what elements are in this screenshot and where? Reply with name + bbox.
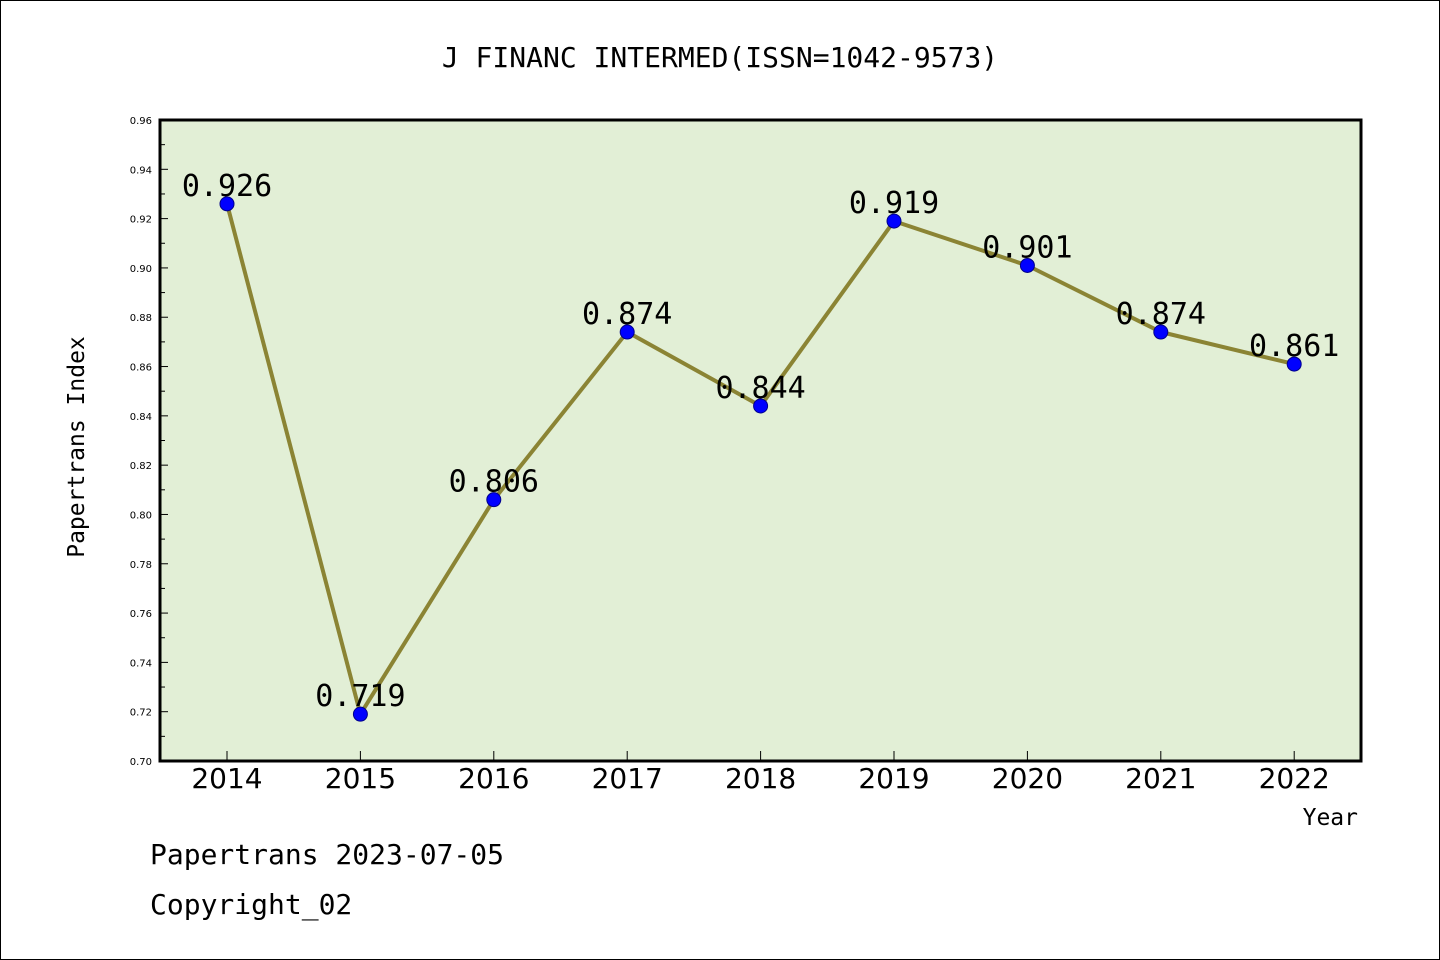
data-label: 0.926 bbox=[182, 169, 272, 204]
data-labels: 0.926 0.719 0.806 0.874 0.844 0.919 0.901 0.874… bbox=[182, 169, 1340, 714]
y-tick-label: 0.74 bbox=[130, 658, 152, 669]
y-tick-label: 0.80 bbox=[130, 510, 152, 521]
y-tick-label: 0.94 bbox=[130, 165, 152, 176]
data-label: 0.861 bbox=[1249, 329, 1339, 364]
data-point bbox=[1019, 257, 1035, 273]
data-label: 0.874 bbox=[1116, 297, 1206, 332]
y-tick-label: 0.88 bbox=[130, 313, 152, 324]
x-tick-label: 2014 bbox=[191, 762, 262, 795]
data-label: 0.844 bbox=[715, 371, 805, 406]
data-label: 0.874 bbox=[582, 297, 672, 332]
data-label: 0.919 bbox=[849, 186, 939, 221]
y-axis-tick-labels: 0.70 0.72 0.74 0.76 0.78 0.80 0.82 0.84 0.86 0.88… bbox=[130, 116, 152, 768]
y-tick-label: 0.92 bbox=[130, 215, 152, 226]
x-tick-label: 2021 bbox=[1125, 762, 1196, 795]
data-point bbox=[619, 324, 635, 340]
data-point bbox=[352, 706, 368, 722]
y-tick-label: 0.70 bbox=[130, 757, 152, 768]
x-axis-tick-labels: 2014 2015 2016 2017 2018 2019 2020 2021 2022 bbox=[191, 762, 1329, 795]
footer-copyright: Copyright_02 bbox=[150, 888, 352, 922]
x-tick-label: 2018 bbox=[725, 762, 796, 795]
data-point bbox=[886, 213, 902, 229]
x-tick-label: 2016 bbox=[458, 762, 529, 795]
y-tick-label: 0.96 bbox=[130, 116, 152, 127]
data-label: 0.719 bbox=[315, 679, 405, 714]
footer-date: Papertrans 2023-07-05 bbox=[150, 838, 504, 871]
y-tick-label: 0.76 bbox=[130, 609, 152, 620]
y-tick-label: 0.82 bbox=[130, 461, 152, 472]
plot-frame bbox=[158, 118, 1363, 763]
y-tick-label: 0.84 bbox=[130, 412, 152, 423]
data-point bbox=[219, 196, 235, 212]
x-axis-title: Year bbox=[1303, 805, 1358, 831]
data-point bbox=[753, 398, 769, 414]
data-point bbox=[1286, 356, 1302, 372]
data-point bbox=[1153, 324, 1169, 340]
data-label: 0.901 bbox=[982, 230, 1072, 265]
y-tick-label: 0.86 bbox=[130, 363, 152, 374]
x-tick-label: 2015 bbox=[325, 762, 396, 795]
x-tick-label: 2022 bbox=[1259, 762, 1330, 795]
data-label: 0.806 bbox=[449, 465, 539, 500]
x-axis-ticks bbox=[226, 751, 1295, 761]
y-tick-label: 0.72 bbox=[130, 708, 152, 719]
y-tick-label: 0.90 bbox=[130, 264, 152, 275]
chart-title: J FINANC INTERMED(ISSN=1042-9573) bbox=[442, 41, 998, 74]
x-tick-label: 2017 bbox=[592, 762, 663, 795]
y-axis-title: Papertrans Index bbox=[64, 336, 90, 558]
y-tick-label: 0.78 bbox=[130, 560, 152, 571]
plot-area bbox=[160, 120, 1361, 761]
x-tick-label: 2019 bbox=[858, 762, 929, 795]
data-point bbox=[486, 492, 502, 508]
x-tick-label: 2020 bbox=[992, 762, 1063, 795]
series-markers bbox=[219, 196, 1302, 722]
